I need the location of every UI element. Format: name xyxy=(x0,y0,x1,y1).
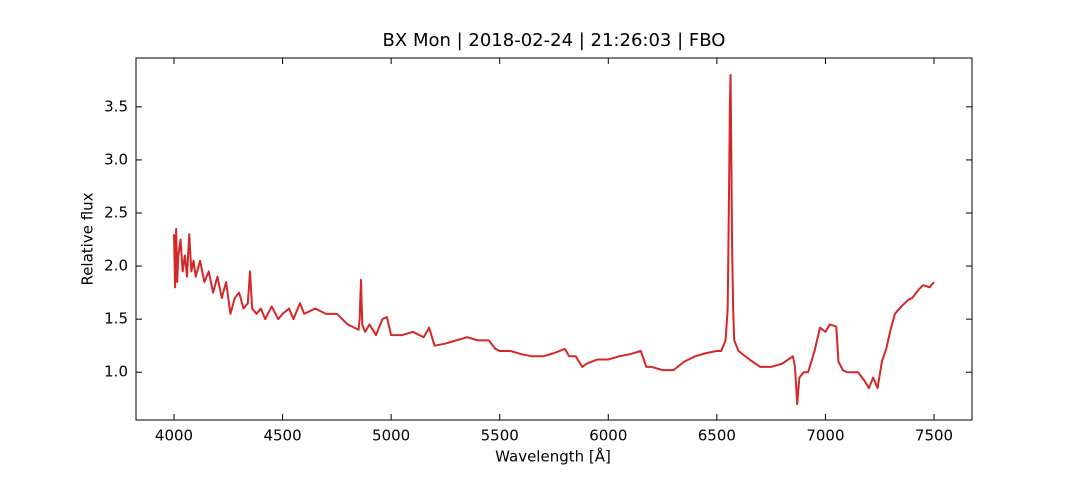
x-tick-label: 6500 xyxy=(698,427,736,445)
x-axis-label: Wavelength [Å] xyxy=(495,447,611,466)
y-tick-label: 3.0 xyxy=(104,150,128,168)
x-tick-label: 5500 xyxy=(481,427,519,445)
x-tick-label: 4500 xyxy=(263,427,301,445)
x-tick-label: 7500 xyxy=(915,427,953,445)
x-tick-label: 4000 xyxy=(155,427,193,445)
plot-frame xyxy=(135,57,973,421)
y-tick-label: 1.0 xyxy=(104,363,128,381)
y-tick-label: 2.0 xyxy=(104,257,128,275)
x-tick-label: 5000 xyxy=(372,427,410,445)
x-tick-label: 6000 xyxy=(589,427,627,445)
spectrum-line xyxy=(173,73,935,406)
y-tick-label: 3.5 xyxy=(104,97,128,115)
x-tick-label: 7000 xyxy=(806,427,844,445)
chart-title: BX Mon | 2018-02-24 | 21:26:03 | FBO xyxy=(383,30,726,51)
y-tick-label: 2.5 xyxy=(104,203,128,221)
y-axis-label: Relative flux xyxy=(79,192,97,285)
y-tick-label: 1.5 xyxy=(104,310,128,328)
